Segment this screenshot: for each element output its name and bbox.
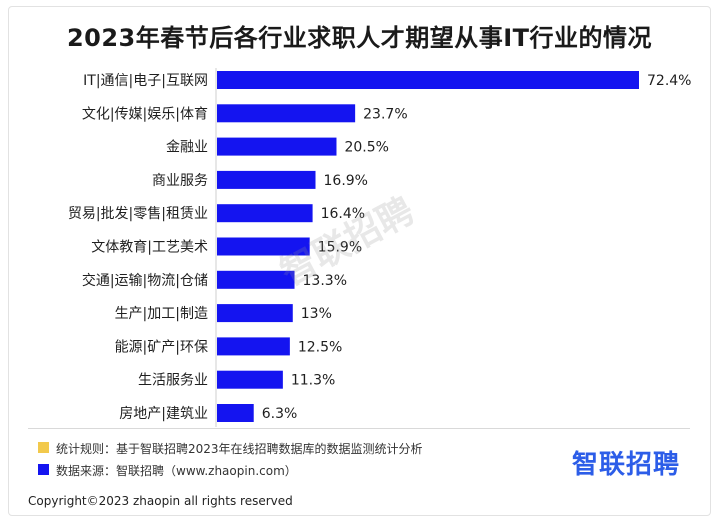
value-label: 6.3% [262,406,298,422]
chart-title: 2023年春节后各行业求职人才期望从事IT行业的情况 [66,24,653,52]
data-source-swatch [38,464,49,475]
category-label: 文体教育|工艺美术 [91,240,208,256]
copyright-text: Copyright©2023 zhaopin all rights reserv… [28,494,293,508]
bar [217,71,639,89]
value-label: 13.3% [303,273,347,289]
bar [217,304,293,323]
bar [217,337,290,356]
category-label: 文化|传媒|娱乐|体育 [82,106,208,122]
stat-rule-swatch [38,442,49,453]
value-label: 16.9% [324,173,368,189]
category-label: IT|通信|电子|互联网 [83,73,208,89]
category-label: 生产|加工|制造 [115,306,208,322]
category-label: 能源|矿产|环保 [115,339,208,355]
footer-divider [28,428,690,429]
bar [217,204,313,223]
value-label: 13% [301,306,332,322]
chart-card [8,6,711,516]
value-label: 72.4% [647,73,691,89]
value-label: 11.3% [291,373,335,389]
bar [217,270,295,289]
data-source-text: 数据来源：智联招聘（www.zhaopin.com） [56,464,297,478]
zhaopin-logo: 智联招聘 [572,450,681,480]
stat-rule-text: 统计规则：基于智联招聘2023年在线招聘数据库的数据监测统计分析 [56,442,423,456]
category-label: 贸易|批发|零售|租赁业 [68,206,208,222]
bar [217,170,316,189]
bar-chart: IT|通信|电子|互联网 72.4% 文化|传媒|娱乐|体育 23.7% 金融业 20.5… [68,68,691,427]
value-label: 20.5% [344,140,388,156]
category-label: 生活服务业 [138,373,208,389]
bar [217,104,356,123]
value-label: 15.9% [318,240,362,256]
bar [217,137,337,156]
category-label: 金融业 [166,140,208,156]
bar [217,404,254,422]
value-label: 23.7% [363,106,407,122]
value-label: 16.4% [321,206,365,222]
category-label: 商业服务 [152,173,208,189]
bar [217,237,310,256]
category-label: 房地产|建筑业 [119,406,208,422]
category-label: 交通|运输|物流|仓储 [82,272,208,289]
value-label: 12.5% [298,339,342,355]
bar [217,370,283,389]
